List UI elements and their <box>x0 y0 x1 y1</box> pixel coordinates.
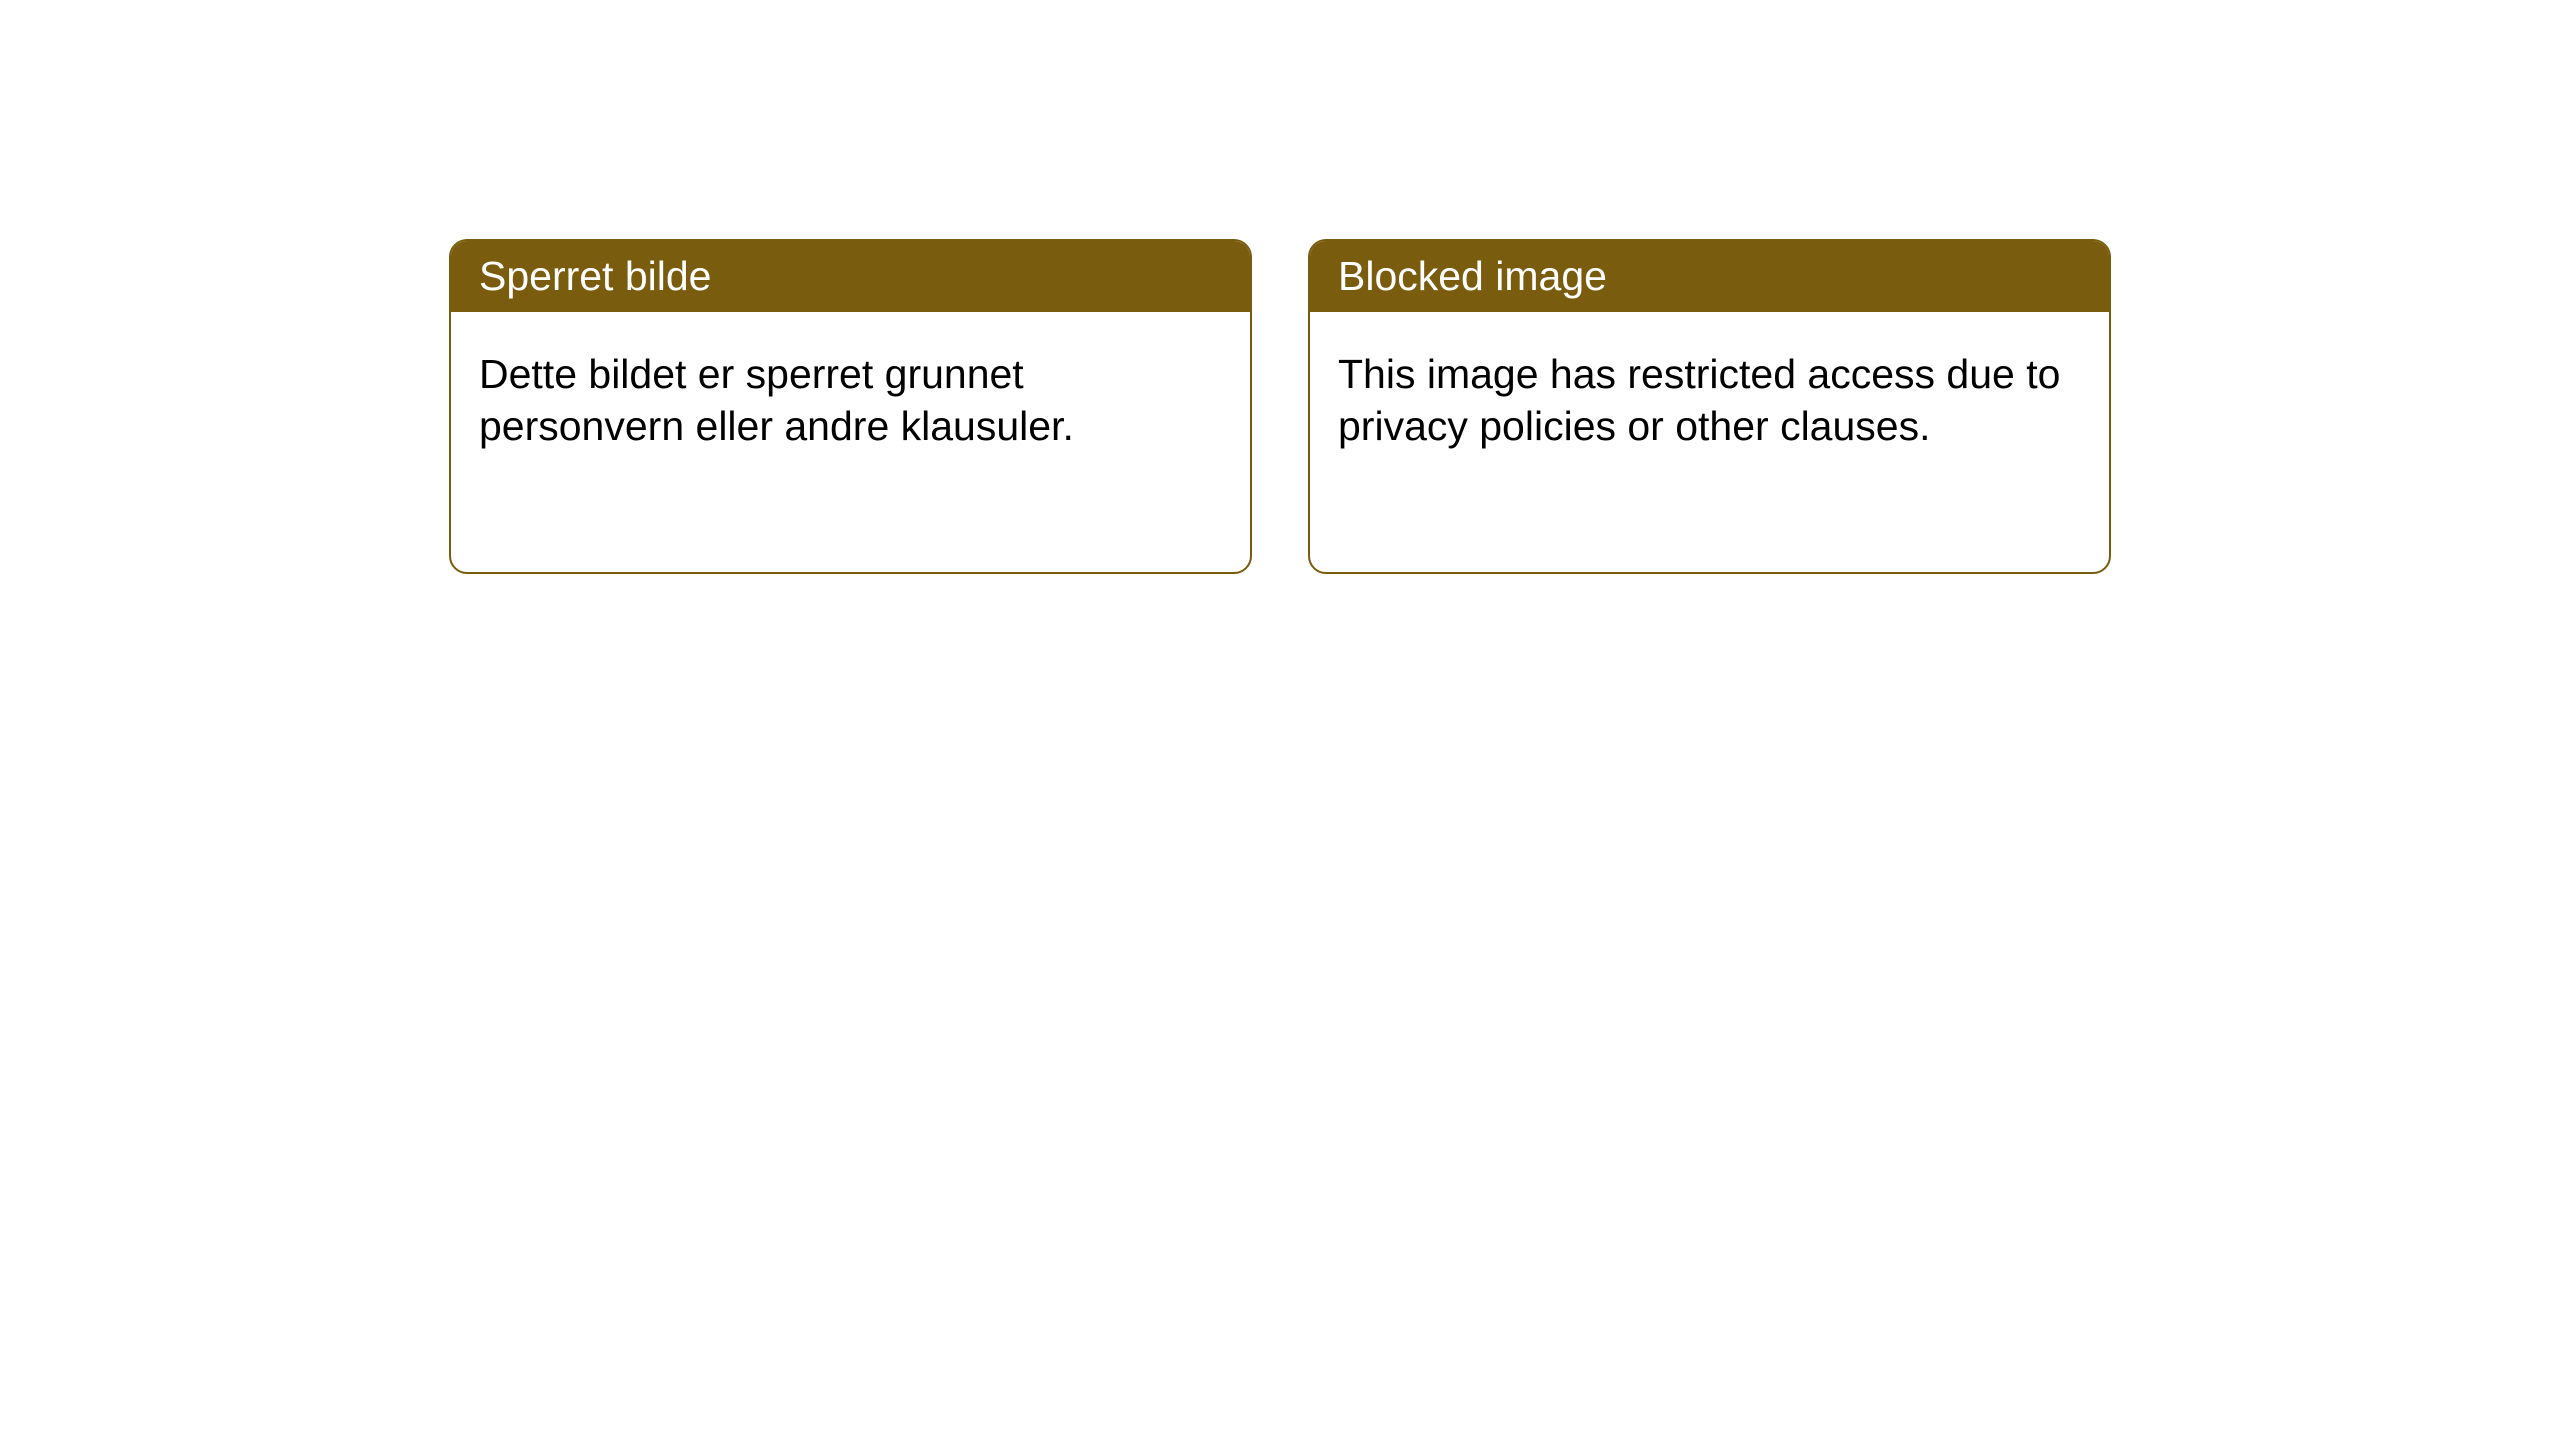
notice-body: Dette bildet er sperret grunnet personve… <box>451 312 1250 489</box>
notice-body: This image has restricted access due to … <box>1310 312 2109 489</box>
notice-card-norwegian: Sperret bilde Dette bildet er sperret gr… <box>449 239 1252 574</box>
notice-title: Blocked image <box>1310 241 2109 312</box>
notice-card-english: Blocked image This image has restricted … <box>1308 239 2111 574</box>
notice-container: Sperret bilde Dette bildet er sperret gr… <box>449 239 2111 574</box>
notice-title: Sperret bilde <box>451 241 1250 312</box>
